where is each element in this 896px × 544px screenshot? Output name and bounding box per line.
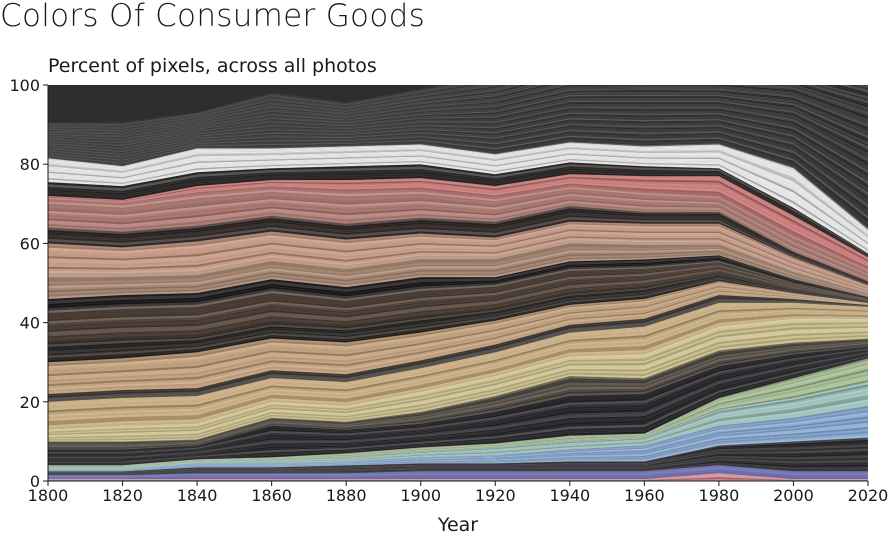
x-tick-label: 2020 xyxy=(848,486,889,505)
x-tick-label: 1920 xyxy=(475,486,516,505)
x-tick-label: 1940 xyxy=(549,486,590,505)
area-band xyxy=(48,302,868,430)
x-axis-label: Year xyxy=(437,514,478,536)
y-tick-label: 0 xyxy=(30,472,40,491)
x-tick-label: 1900 xyxy=(400,486,441,505)
area-band-stripe xyxy=(48,85,448,124)
area-band xyxy=(48,437,868,476)
area-band xyxy=(48,185,868,282)
x-tick-label: 1820 xyxy=(102,486,143,505)
y-tick-label: 40 xyxy=(20,314,40,333)
area-band xyxy=(48,162,868,258)
plot-area xyxy=(48,85,868,481)
area-band xyxy=(48,221,868,294)
area-band xyxy=(48,338,868,450)
chart-title: Colors Of Consumer Goods xyxy=(0,0,425,34)
chart-subtitle: Percent of pixels, across all photos xyxy=(48,55,377,77)
y-tick-label: 80 xyxy=(20,155,40,174)
area-band xyxy=(48,205,868,286)
x-ticks: 1800 1820 1840 1860 1880 1900 1920 1940 1960 1980… xyxy=(28,481,889,505)
y-tick-label: 20 xyxy=(20,393,40,412)
axes: 1800 1820 1840 1860 1880 1900 1920 1940 1960 1980… xyxy=(9,76,888,505)
area-band xyxy=(48,464,868,480)
area-band xyxy=(48,405,868,472)
x-tick-label: 1960 xyxy=(624,486,665,505)
area-band xyxy=(48,280,868,395)
area-band xyxy=(48,142,868,254)
x-tick-label: 1980 xyxy=(699,486,740,505)
area-band xyxy=(48,85,868,230)
y-tick-label: 60 xyxy=(20,234,40,253)
area-band xyxy=(48,381,868,470)
area-band xyxy=(48,272,868,363)
y-ticks: 0 20 40 60 80 100 xyxy=(9,76,48,491)
area-band xyxy=(48,346,868,466)
x-tick-label: 1840 xyxy=(177,486,218,505)
x-tick-label: 2000 xyxy=(773,486,814,505)
y-tick-label: 100 xyxy=(9,76,40,95)
x-tick-label: 1880 xyxy=(326,486,367,505)
area-band xyxy=(48,318,868,442)
x-tick-label: 1860 xyxy=(251,486,292,505)
area-bands xyxy=(48,85,868,481)
area-band xyxy=(48,261,868,343)
x-tick-label: 1800 xyxy=(28,486,69,505)
